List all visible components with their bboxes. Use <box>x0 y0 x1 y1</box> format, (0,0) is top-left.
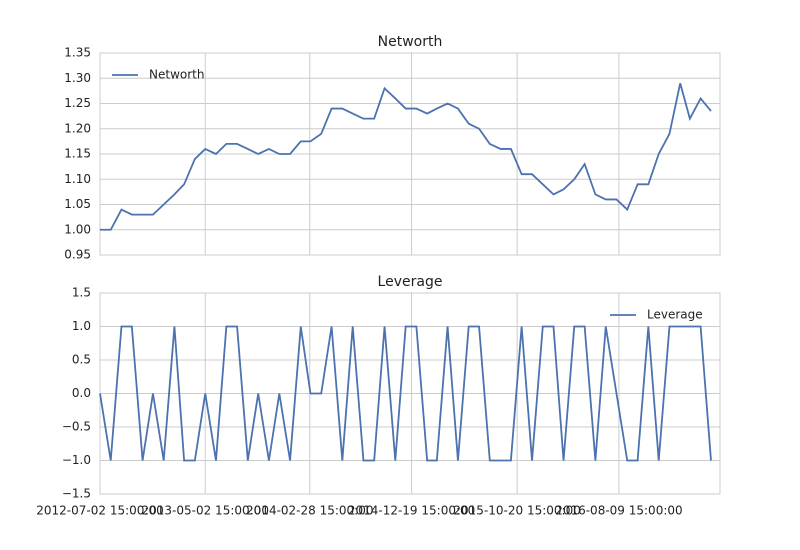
series-line <box>99 325 712 462</box>
y-tick-label: 1.25 <box>64 96 91 110</box>
y-tick-label: 1.10 <box>64 172 91 186</box>
y-tick-label: 1.5 <box>72 286 91 300</box>
x-tick-label: 2013-05-02 15:00:00 <box>142 504 269 518</box>
y-tick-label: −0.5 <box>62 420 91 434</box>
y-tick-label: −1.5 <box>62 487 91 501</box>
y-tick-label: 1.0 <box>72 319 91 333</box>
chart-title: Networth <box>378 34 443 50</box>
chart-title: Leverage <box>378 274 443 290</box>
y-tick-label: 1.35 <box>64 46 91 60</box>
y-tick-label: 1.30 <box>64 71 91 85</box>
y-tick-label: 1.15 <box>64 147 91 161</box>
legend-label: Leverage <box>647 308 703 322</box>
y-tick-label: 0.0 <box>72 386 91 400</box>
x-tick-label: 2012-07-02 15:00:00 <box>36 504 163 518</box>
y-tick-label: −1.0 <box>62 453 91 467</box>
y-tick-label: 1.05 <box>64 197 91 211</box>
y-tick-label: 1.00 <box>64 222 91 236</box>
x-tick-label: 2014-02-28 15:00:00 <box>246 504 373 518</box>
y-tick-label: 0.95 <box>64 248 91 262</box>
legend-label: Networth <box>149 68 204 82</box>
y-tick-label: 0.5 <box>72 353 91 367</box>
series-line <box>100 83 712 231</box>
y-tick-label: 1.20 <box>64 121 91 135</box>
plot-frame <box>99 52 721 256</box>
x-tick-label: 2014-12-19 15:00:00 <box>348 504 475 518</box>
x-tick-label: 2015-10-20 15:00:00 <box>453 504 580 518</box>
x-tick-label: 2016-08-09 15:00:00 <box>555 504 682 518</box>
